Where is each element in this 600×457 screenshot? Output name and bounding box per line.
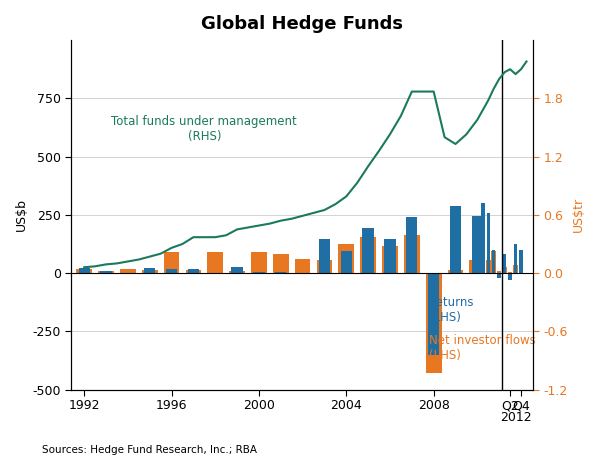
- Bar: [362, 228, 374, 273]
- Bar: [385, 239, 395, 273]
- Bar: [120, 269, 136, 273]
- Bar: [275, 272, 286, 273]
- Bar: [76, 269, 92, 273]
- Bar: [520, 250, 523, 273]
- Bar: [209, 273, 221, 274]
- Bar: [122, 273, 134, 274]
- Bar: [486, 260, 491, 273]
- Bar: [514, 244, 517, 273]
- Bar: [491, 251, 496, 273]
- Bar: [232, 266, 243, 273]
- Bar: [404, 234, 419, 273]
- Bar: [508, 273, 512, 280]
- Bar: [341, 251, 352, 273]
- Bar: [319, 239, 330, 273]
- Y-axis label: US$tr: US$tr: [572, 197, 585, 233]
- Bar: [338, 244, 354, 273]
- Bar: [519, 268, 523, 273]
- Bar: [487, 213, 490, 273]
- Bar: [450, 206, 461, 273]
- Bar: [98, 271, 114, 273]
- Bar: [502, 267, 507, 273]
- Bar: [382, 246, 398, 273]
- Bar: [188, 269, 199, 273]
- Text: Returns
(LHS): Returns (LHS): [429, 297, 475, 324]
- Bar: [481, 264, 485, 273]
- Bar: [497, 271, 502, 273]
- Text: Total funds under management
(RHS): Total funds under management (RHS): [112, 115, 297, 143]
- Bar: [251, 252, 267, 273]
- Bar: [428, 273, 439, 355]
- Bar: [295, 259, 310, 273]
- Bar: [100, 271, 112, 273]
- Text: Net investor flows
(LHS): Net investor flows (LHS): [429, 334, 536, 361]
- Bar: [253, 272, 265, 273]
- Bar: [508, 272, 512, 273]
- Bar: [497, 273, 501, 278]
- Text: Sources: Hedge Fund Research, Inc.; RBA: Sources: Hedge Fund Research, Inc.; RBA: [42, 445, 257, 455]
- Bar: [166, 269, 177, 273]
- Text: 2012: 2012: [500, 410, 532, 424]
- Bar: [448, 270, 463, 273]
- Bar: [208, 252, 223, 273]
- Bar: [164, 252, 179, 273]
- Bar: [142, 270, 158, 273]
- Bar: [513, 265, 518, 273]
- Bar: [360, 237, 376, 273]
- Bar: [472, 216, 483, 273]
- Bar: [297, 273, 308, 274]
- Bar: [503, 255, 506, 273]
- Bar: [469, 260, 485, 273]
- Bar: [492, 250, 496, 273]
- Y-axis label: US$b: US$b: [15, 198, 28, 231]
- Bar: [406, 217, 418, 273]
- Title: Global Hedge Funds: Global Hedge Funds: [201, 15, 403, 33]
- Bar: [426, 273, 442, 373]
- Bar: [185, 270, 201, 273]
- Bar: [79, 268, 90, 273]
- Bar: [273, 255, 289, 273]
- Bar: [481, 203, 485, 273]
- Bar: [229, 271, 245, 273]
- Bar: [317, 260, 332, 273]
- Bar: [144, 268, 155, 273]
